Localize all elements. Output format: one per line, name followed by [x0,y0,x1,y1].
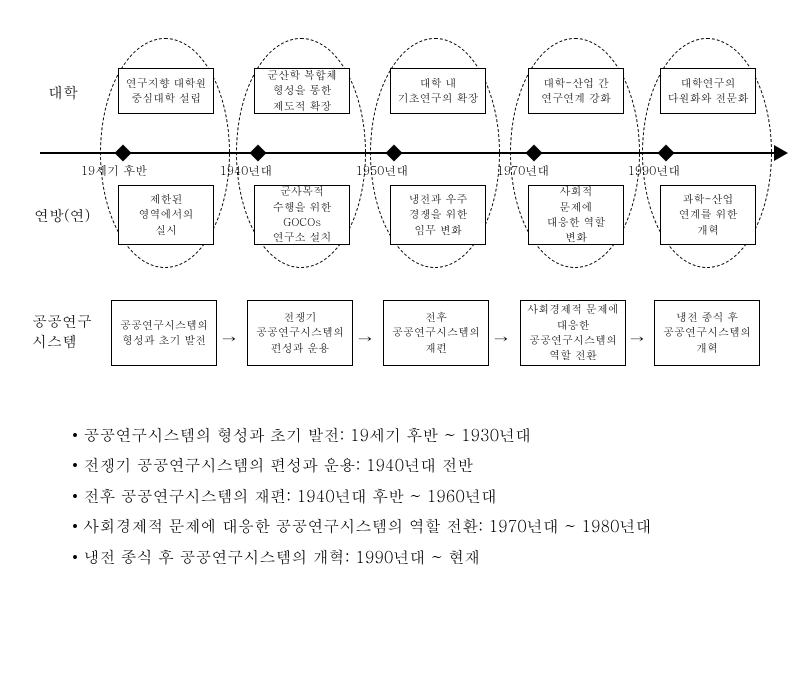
timeline-arrowhead [774,145,788,161]
timeline-diagram: 대학 연방(연) 공공연구 시스템 19세기 후반 1940년대 1950년대 197… [0,0,808,400]
federal-box-4: 과학-산업 연계를 위한 개혁 [660,185,756,245]
university-box-1: 군산학 복합체 형성을 통한 제도적 확장 [254,68,350,114]
public-system-box-2: 전후 공공연구시스템의 재편 [383,300,489,366]
timeline-label-4: 1990년대 [614,162,694,179]
federal-box-2: 냉전과 우주 경쟁을 위한 임무 변화 [390,185,486,245]
timeline-label-3: 1970년대 [483,162,563,179]
university-box-3: 대학-산업 간 연구연계 강화 [528,68,624,114]
federal-box-1: 군사목적 수행을 위한 GOCOs 연구소 설치 [254,185,350,245]
university-box-0: 연구지향 대학원 중심대학 설립 [118,68,214,114]
federal-box-0: 제한된 영역에서의 실시 [118,185,214,245]
flow-arrow-0: → [222,328,236,348]
university-box-4: 대학연구의 다원화와 전문화 [660,68,756,114]
public-system-box-1: 전쟁기 공공연구시스템의 편성과 운용 [247,300,353,366]
flow-arrow-3: → [630,328,644,348]
row-label-federal: 연방(연) [34,205,90,226]
bullet-item-4: 냉전 종식 후 공공연구시스템의 개혁: 1990년대 ~ 현재 [72,542,752,572]
bullet-list: 공공연구시스템의 형성과 초기 발전: 19세기 후반 ~ 1930년대전쟁기 … [72,420,752,572]
university-box-2: 대학 내 기초연구의 확장 [390,68,486,114]
bullet-item-3: 사회경제적 문제에 대응한 공공연구시스템의 역할 전환: 1970년대 ~ 1… [72,511,752,541]
public-system-box-0: 공공연구시스템의 형성과 초기 발전 [111,300,217,366]
public-system-box-4: 냉전 종식 후 공공연구시스템의 개혁 [654,300,760,366]
timeline-label-1: 1940년대 [206,162,286,179]
public-system-box-3: 사회경제적 문제에 대응한 공공연구시스템의 역할 전환 [520,300,626,366]
federal-box-3: 사회적 문제에 대응한 역할 변화 [528,185,624,245]
flow-arrow-1: → [358,328,372,348]
flow-arrow-2: → [494,328,508,348]
bullet-item-1: 전쟁기 공공연구시스템의 편성과 운용: 1940년대 전반 [72,450,752,480]
row-label-public-system: 공공연구 시스템 [32,312,92,351]
bullet-item-2: 전후 공공연구시스템의 재편: 1940년대 후반 ~ 1960년대 [72,481,752,511]
row-label-university: 대학 [48,82,78,103]
bullet-item-0: 공공연구시스템의 형성과 초기 발전: 19세기 후반 ~ 1930년대 [72,420,752,450]
timeline-label-0: 19세기 후반 [74,162,154,179]
timeline-label-2: 1950년대 [342,162,422,179]
